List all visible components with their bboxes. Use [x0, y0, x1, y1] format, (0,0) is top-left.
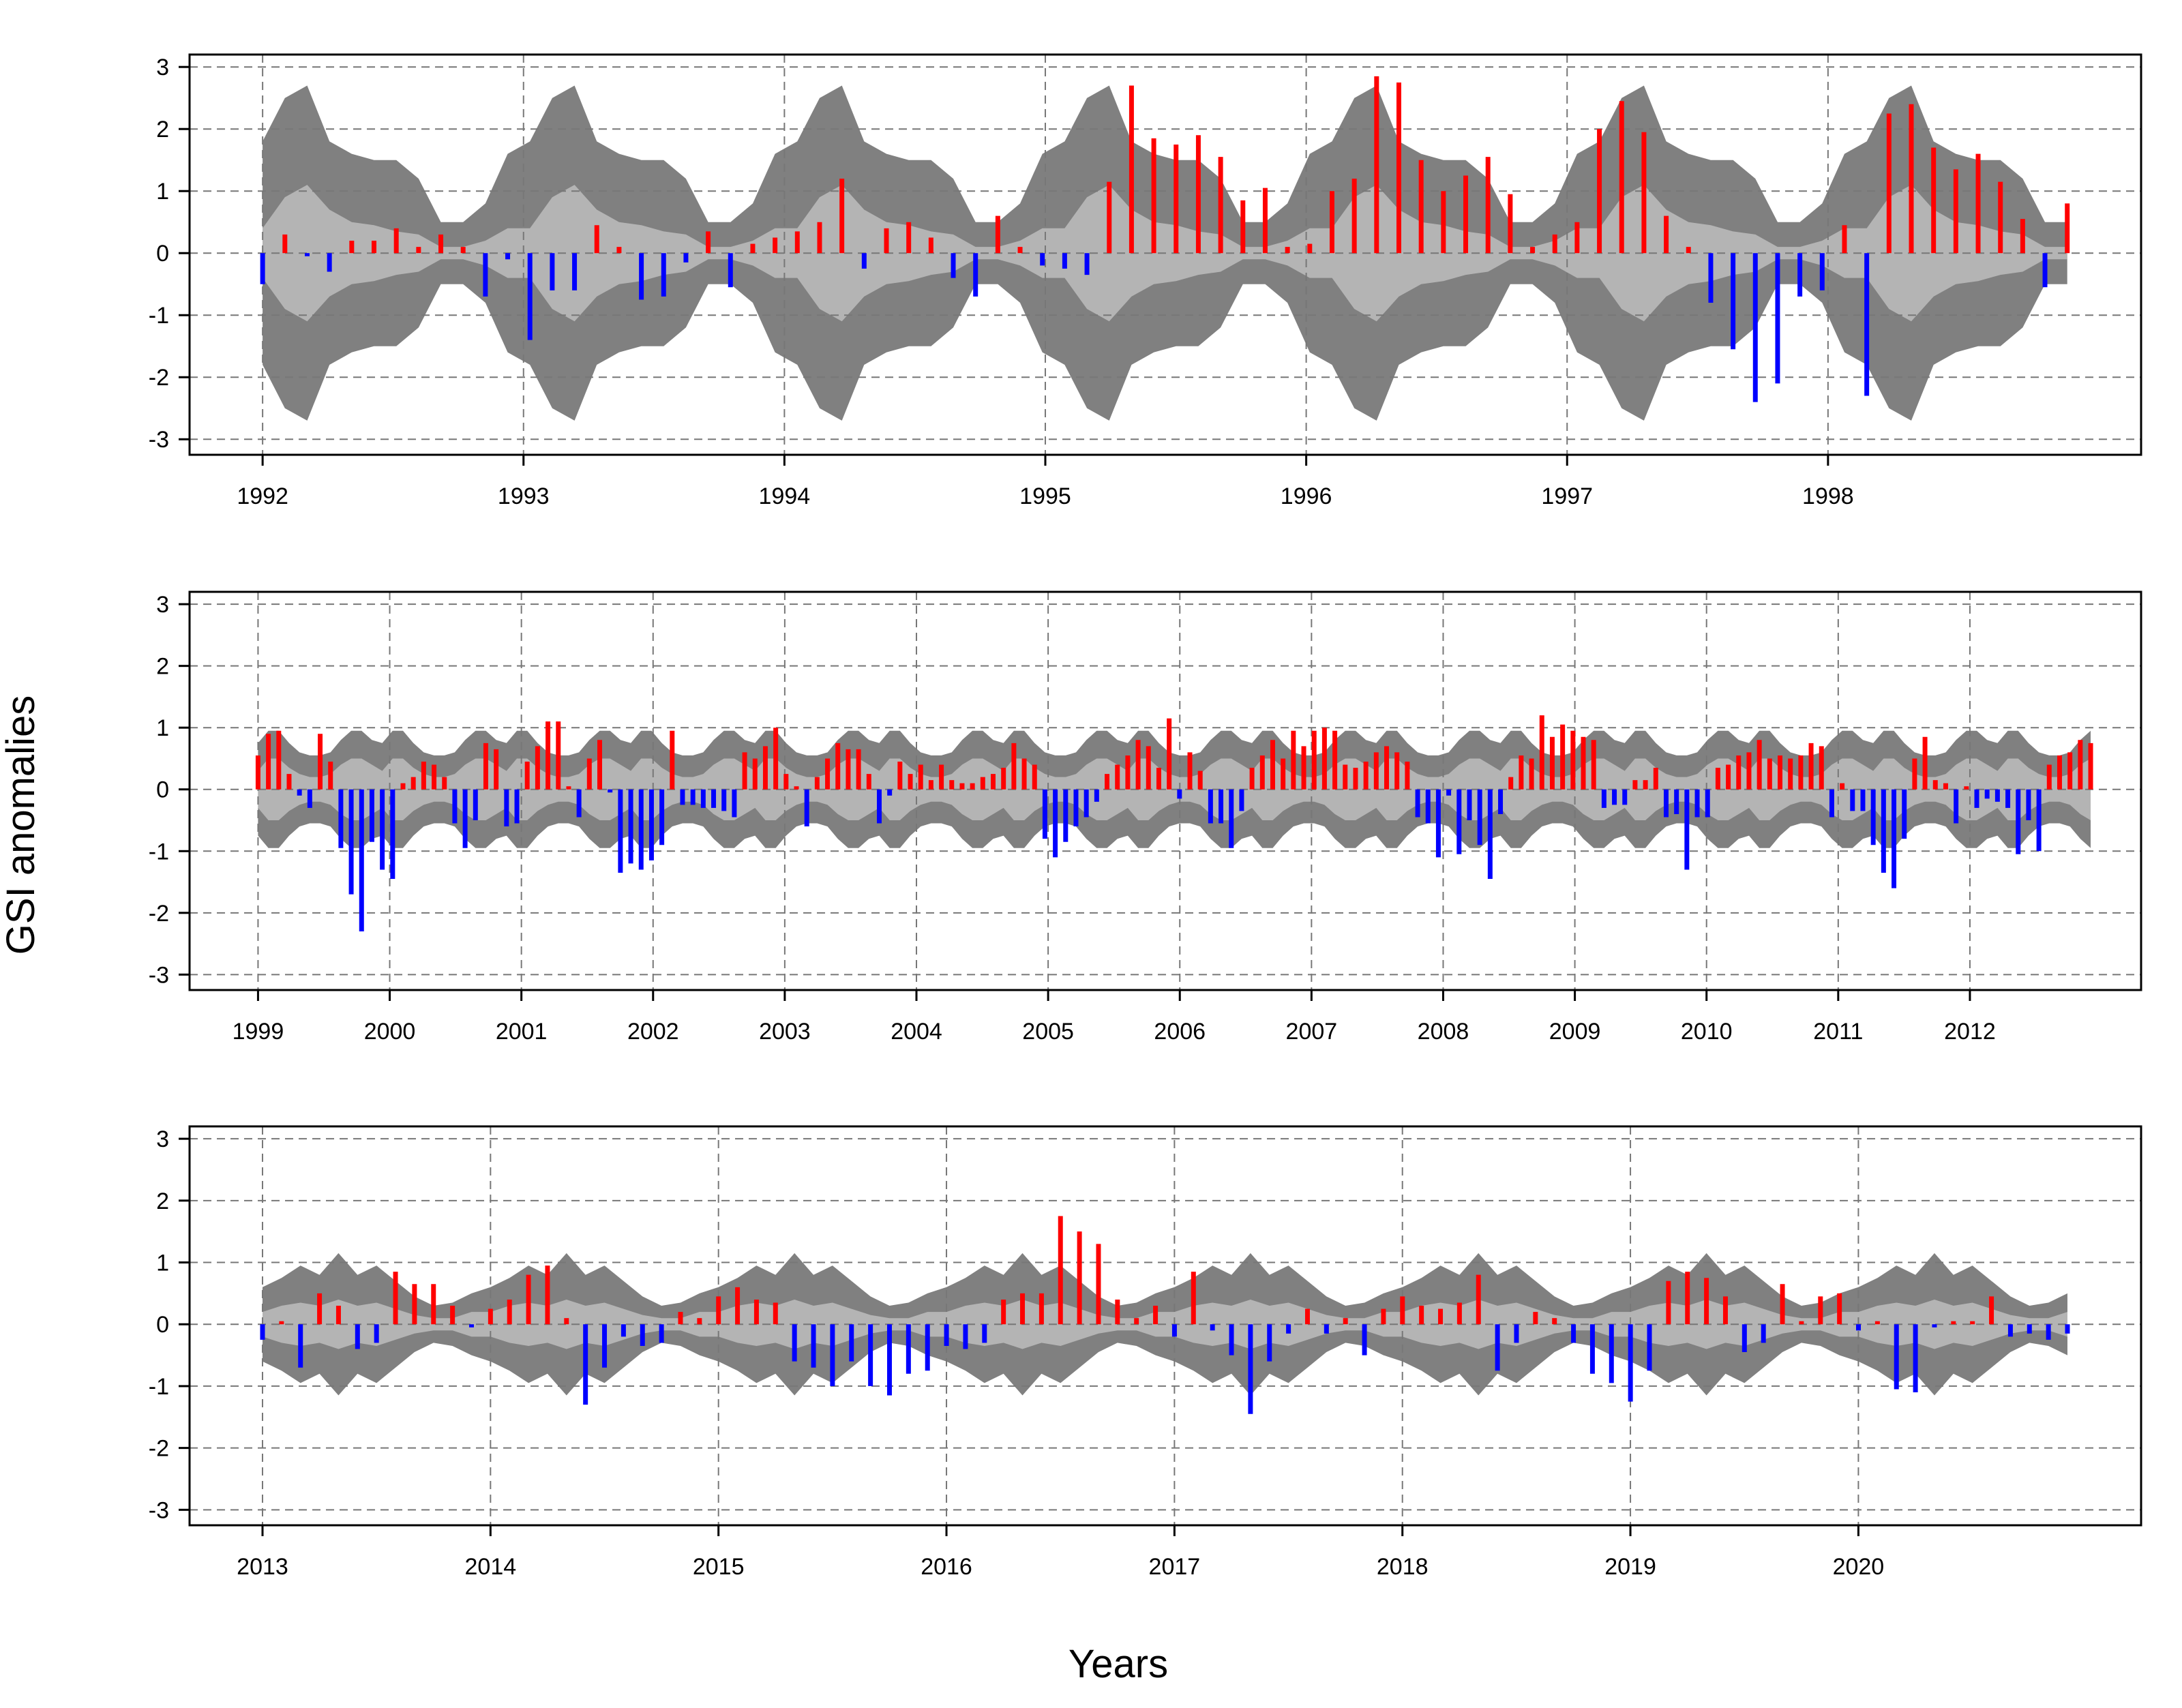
- y-tick-label: -3: [149, 962, 169, 988]
- y-tick-label: -1: [149, 303, 169, 329]
- x-tick-label: 2014: [465, 1554, 517, 1580]
- y-tick-label: -3: [149, 1497, 169, 1523]
- x-tick-label: 2005: [1022, 1019, 1074, 1045]
- panel-2: -3 -2 -1 0 1 2 3 1999 2000 2001 2002 2003 2004 2005 20…: [149, 590, 2142, 1045]
- y-tick-label: 2: [156, 1188, 169, 1214]
- x-tick-label: 2007: [1286, 1019, 1338, 1045]
- y-tick-label: 3: [156, 1126, 169, 1152]
- y-tick-label: -2: [149, 365, 169, 391]
- x-tick-label: 2018: [1377, 1554, 1429, 1580]
- panel-3: -3 -2 -1 0 1 2 3 2013 2014 2015 2016 2017 2018 2019 20…: [149, 1125, 2142, 1580]
- x-tick-label: 1995: [1019, 483, 1071, 509]
- x-tick-label: 1993: [498, 483, 550, 509]
- x-tick-label: 1992: [237, 483, 288, 509]
- x-tick-label: 2003: [759, 1019, 811, 1045]
- x-tick-label: 2015: [693, 1554, 745, 1580]
- x-tick-label: 1996: [1281, 483, 1332, 509]
- x-tick-label: 1999: [233, 1019, 284, 1045]
- y-tick-label: 0: [156, 777, 169, 803]
- x-axis-title: Years: [1068, 1642, 1168, 1686]
- x-tick-label: 1997: [1541, 483, 1593, 509]
- x-tick-label: 2020: [1833, 1554, 1885, 1580]
- x-tick-label: 1994: [759, 483, 811, 509]
- y-tick-label: -1: [149, 839, 169, 865]
- y-tick-label: 2: [156, 117, 169, 143]
- y-tick-label: -2: [149, 1436, 169, 1462]
- y-axis-title: GSI anomalies: [0, 695, 43, 955]
- x-tick-label: 2016: [921, 1554, 972, 1580]
- y-tick-label: -2: [149, 901, 169, 927]
- plot-frame: [188, 1125, 2142, 1527]
- x-tick-label: 2004: [891, 1019, 942, 1045]
- plot-frame: [188, 590, 2142, 991]
- x-tick-label: 2013: [237, 1554, 288, 1580]
- x-tick-label: 2017: [1149, 1554, 1201, 1580]
- panel-1: -3 -2 -1 0 1 2 3 1992 1993 1994 1995 1996 1997 1998: [149, 53, 2142, 509]
- x-tick-label: 2001: [496, 1019, 548, 1045]
- y-tick-label: -1: [149, 1374, 169, 1400]
- y-tick-label: 3: [156, 592, 169, 618]
- y-tick-label: -3: [149, 427, 169, 453]
- y-tick-label: 2: [156, 654, 169, 680]
- plot-frame: [188, 53, 2142, 456]
- y-tick-label: 3: [156, 55, 169, 80]
- x-tick-label: 2010: [1681, 1019, 1733, 1045]
- y-tick-label: 1: [156, 715, 169, 741]
- y-tick-label: 1: [156, 179, 169, 205]
- x-tick-label: 1998: [1802, 483, 1854, 509]
- y-tick-label: 1: [156, 1250, 169, 1276]
- x-tick-label: 2009: [1549, 1019, 1601, 1045]
- x-tick-label: 2012: [1944, 1019, 1996, 1045]
- x-tick-label: 2000: [364, 1019, 416, 1045]
- y-tick-label: 0: [156, 241, 169, 267]
- x-tick-label: 2006: [1154, 1019, 1206, 1045]
- x-tick-label: 2019: [1604, 1554, 1656, 1580]
- y-tick-label: 0: [156, 1312, 169, 1338]
- x-tick-label: 2002: [627, 1019, 679, 1045]
- x-tick-label: 2011: [1813, 1019, 1863, 1045]
- x-tick-label: 2008: [1418, 1019, 1469, 1045]
